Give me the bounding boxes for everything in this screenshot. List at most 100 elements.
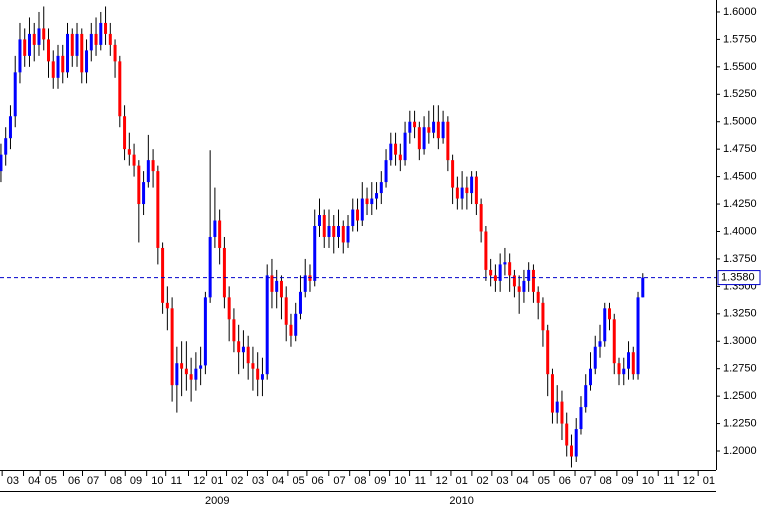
y-tick-label: 1.5250 [723, 88, 757, 100]
candle-body [550, 374, 554, 413]
candle-body [375, 193, 379, 199]
x-tick-label: 09 [621, 475, 633, 487]
current-price-label: 1.3580 [721, 271, 755, 283]
candle-body [227, 297, 231, 320]
x-tick-label: 03 [252, 475, 264, 487]
candle-body [574, 429, 578, 457]
candle-body [85, 50, 89, 73]
candle-body [584, 385, 588, 408]
x-tick-label: 07 [580, 475, 592, 487]
candle-body [61, 55, 65, 73]
x-tick-label: 04 [28, 475, 40, 487]
candle-body [13, 72, 17, 117]
candle-body [608, 308, 612, 320]
candle-body [536, 291, 540, 303]
candle-body [384, 160, 388, 183]
x-tick-label: 01 [211, 475, 223, 487]
candle-body [27, 33, 31, 56]
candle-body [527, 269, 531, 281]
candle-body [42, 28, 46, 40]
candle-body [598, 341, 602, 347]
candle-body [422, 127, 426, 150]
candle-body [184, 368, 188, 375]
candle-body [389, 143, 393, 161]
candle-body [522, 280, 526, 292]
candle-body [465, 187, 469, 194]
candle-body [503, 262, 507, 265]
candle-body [446, 121, 450, 161]
x-tick-label: 12 [193, 475, 205, 487]
candle-body [161, 247, 165, 303]
x-tick-label: 05 [45, 475, 57, 487]
candle-body [108, 33, 112, 45]
candle-body [89, 33, 93, 51]
candle-body [322, 215, 326, 237]
current-price-box [717, 270, 761, 286]
candle-body [588, 368, 592, 386]
x-tick-label: 10 [642, 475, 654, 487]
candle-body [517, 286, 521, 292]
candle-body [455, 187, 459, 199]
candle-body [398, 154, 402, 161]
candle-body [275, 280, 279, 292]
candle-body [403, 132, 407, 161]
candle-body [636, 297, 640, 375]
x-tick-label: 08 [354, 475, 366, 487]
candle-body [118, 61, 122, 117]
y-tick-label: 1.5750 [723, 33, 757, 45]
candle-body [346, 225, 350, 243]
candle-body [46, 39, 50, 62]
candle-body [80, 33, 84, 73]
candle-body [208, 236, 212, 298]
y-tick-label: 1.4250 [723, 198, 757, 210]
candle-body [256, 368, 260, 380]
candle-body [560, 401, 564, 424]
candle-body [555, 401, 559, 413]
x-tick-label: 10 [394, 475, 406, 487]
candle-body [327, 225, 331, 237]
y-tick-label: 1.3250 [723, 308, 757, 320]
candle-body [441, 121, 445, 139]
candle-body [298, 291, 302, 314]
candle-body [508, 262, 512, 276]
y-tick-label: 1.4000 [723, 225, 757, 237]
candle-body [351, 209, 355, 226]
candle-body [493, 275, 497, 281]
y-tick-label: 1.3750 [723, 253, 757, 265]
candle-body [313, 225, 317, 281]
y-tick-label: 1.4750 [723, 143, 757, 155]
x-tick-label: 02 [231, 475, 243, 487]
candle-body [251, 363, 255, 369]
candle-body [123, 116, 127, 150]
candle-body [593, 346, 597, 369]
candle-body [75, 33, 79, 56]
candle-body [579, 407, 583, 430]
candle-body [370, 198, 374, 205]
candle-body [260, 374, 264, 380]
x-tick-label: 05 [538, 475, 550, 487]
candle-body [289, 324, 293, 336]
y-tick-label: 1.2000 [723, 445, 757, 457]
candle-body [222, 247, 226, 298]
candle-body [156, 171, 160, 248]
candle-body [51, 61, 55, 78]
candle-body [531, 269, 535, 292]
x-tick-label: 07 [87, 475, 99, 487]
candle-body [175, 363, 179, 386]
x-tick-label: 04 [272, 475, 284, 487]
x-tick-label: 09 [130, 475, 142, 487]
year-label: 2009 [205, 495, 229, 507]
x-tick-label: 02 [476, 475, 488, 487]
candle-body [603, 308, 607, 342]
candle-body [104, 22, 108, 34]
y-tick-label: 1.6000 [723, 6, 757, 18]
x-tick-label: 04 [516, 475, 528, 487]
year-label: 2010 [449, 495, 473, 507]
candle-body [189, 374, 193, 380]
candle-body [622, 368, 626, 375]
candle-body [279, 280, 283, 298]
y-tick-label: 1.5000 [723, 116, 757, 128]
y-tick-label: 1.2750 [723, 363, 757, 375]
x-tick-label: 03 [7, 475, 19, 487]
